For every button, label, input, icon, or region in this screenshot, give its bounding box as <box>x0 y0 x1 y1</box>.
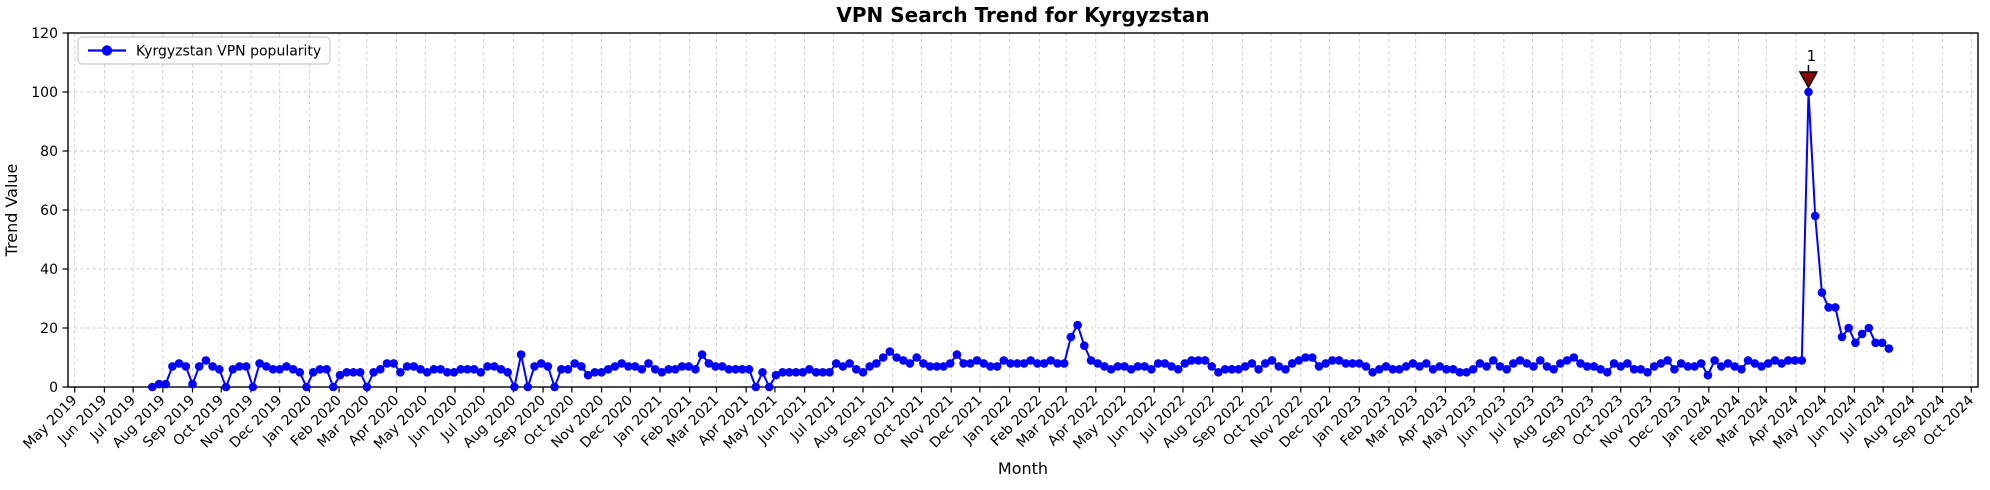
svg-text:120: 120 <box>31 26 58 42</box>
y-tick-labels: 0 20 40 60 80 100 120 <box>31 26 58 396</box>
legend: Kyrgyzstan VPN popularity <box>77 36 331 65</box>
annotation-1: 1 <box>1798 47 1819 90</box>
annotation-triangle-marker <box>1798 71 1819 90</box>
svg-text:80: 80 <box>40 144 58 160</box>
series-layer <box>148 87 1894 392</box>
y-ticks <box>62 32 68 388</box>
legend-marker-icon <box>101 45 113 56</box>
legend-box <box>77 36 331 65</box>
svg-text:20: 20 <box>40 321 58 337</box>
x-ticks <box>74 387 1972 393</box>
data-points <box>148 87 1894 392</box>
y-grid <box>68 32 1978 329</box>
annotation-label: 1 <box>1807 47 1817 65</box>
svg-text:100: 100 <box>31 85 58 101</box>
trend-line <box>151 91 1890 388</box>
svg-text:40: 40 <box>40 262 58 278</box>
annotation-layer: 1 <box>1798 47 1819 90</box>
grid <box>68 32 1978 387</box>
chart-title: VPN Search Trend for Kyrgyzstan <box>836 3 1209 27</box>
y-axis-label: Trend Value <box>2 164 21 258</box>
legend-label: Kyrgyzstan VPN popularity <box>136 44 321 60</box>
svg-text:0: 0 <box>49 380 58 396</box>
svg-text:60: 60 <box>40 203 58 219</box>
x-axis-label: Month <box>998 459 1048 478</box>
